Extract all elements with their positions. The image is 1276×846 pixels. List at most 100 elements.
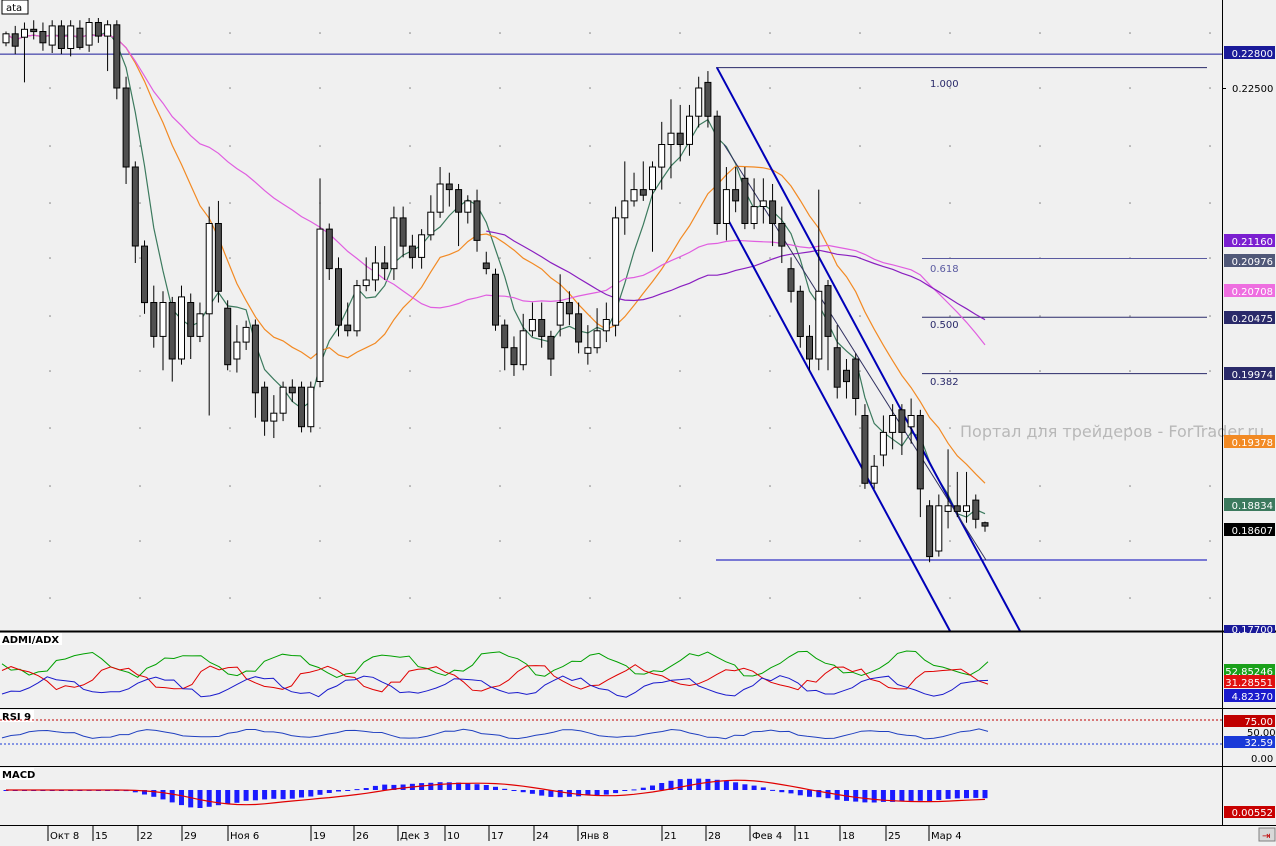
grid-dot [589, 145, 591, 147]
macd-bar [751, 785, 757, 790]
grid-dot [1039, 315, 1041, 317]
time-label: Фев 4 [752, 831, 782, 842]
time-label: Мар 4 [931, 831, 962, 842]
macd-tag-bg [1224, 806, 1275, 818]
macd-bar [576, 790, 582, 797]
grid-dot [409, 540, 411, 542]
dmi-plus-line [1, 650, 989, 679]
macd-bar [779, 790, 785, 793]
price-axis[interactable]: 0.22500 0.22800 0.21160 0.20976 0.20708 0.20… [1222, 46, 1275, 636]
grid-dot [679, 87, 681, 89]
candle-body [353, 285, 361, 332]
grid-dot [319, 32, 321, 34]
grid-dot [679, 427, 681, 429]
time-label: 15 [95, 831, 108, 842]
channel-upper-line [716, 67, 1021, 632]
price-tag-bg [1224, 435, 1275, 448]
rsi-level-50: 50.00 [1247, 728, 1276, 739]
candle-body [547, 335, 555, 360]
price-tag-bg [1224, 523, 1275, 536]
time-label: 25 [888, 831, 901, 842]
dmi-tag: 4.82370 [1232, 692, 1273, 703]
macd-bar [456, 782, 462, 790]
candle-body [418, 234, 426, 258]
candle-body [362, 279, 370, 287]
macd-bar [825, 790, 831, 799]
macd-bar [252, 790, 258, 801]
price-tag: 0.19974 [1232, 370, 1273, 381]
rsi-tag-bg [1224, 715, 1275, 727]
grid-dot [49, 540, 51, 542]
candle-body [455, 189, 463, 213]
candle-body [39, 31, 47, 44]
grid-dot [139, 145, 141, 147]
macd-bar [677, 779, 683, 790]
grid-dot [499, 315, 501, 317]
candle-body [224, 307, 232, 366]
grid-dot [49, 427, 51, 429]
candle-body [916, 415, 924, 490]
grid-dot [409, 145, 411, 147]
candle-body [335, 268, 342, 326]
grid-dot [859, 87, 861, 89]
candle-body [796, 290, 804, 337]
rsi-panel[interactable]: RSI 9 75.00 32.59 50.00 0.00 [0, 710, 1276, 765]
candle-body [445, 183, 453, 191]
grid-dot [859, 370, 861, 372]
candle-body [371, 262, 379, 281]
candle-body [806, 335, 813, 360]
grid-dot [769, 485, 771, 487]
fib-label-0500: 0.500 [930, 320, 959, 331]
grid-dot [949, 427, 951, 429]
grid-dot [589, 202, 591, 204]
grid-dot [1209, 145, 1211, 147]
macd-bar [372, 785, 378, 790]
grid-dot [1039, 145, 1041, 147]
scroll-right-button[interactable]: ⇥ [1258, 827, 1276, 842]
macd-bar [862, 790, 868, 803]
dmi-tag-bg [1224, 675, 1275, 688]
candle-body [593, 330, 601, 349]
candle-body [963, 505, 970, 512]
candle-body [556, 302, 564, 326]
grid-dot [769, 427, 771, 429]
time-axis[interactable]: Окт 8 15 22 29 Ноя 6 19 26 Дек 3 10 17 24 Янв 8 21 28… [47, 826, 962, 842]
candle-body [30, 28, 38, 33]
price-tag: 0.20475 [1232, 314, 1273, 325]
candle-body [21, 28, 28, 38]
candle-body [187, 302, 195, 337]
grid-dot [769, 597, 771, 599]
price-panel[interactable]: 1.000 0.618 0.500 0.382 Портал для трейд… [0, 0, 1264, 632]
rsi-tag: 32.59 [1244, 738, 1273, 749]
candle-body [732, 189, 740, 202]
grid-dot [589, 597, 591, 599]
candle-body [621, 200, 629, 219]
candle-body [519, 330, 527, 366]
grid-dot [1129, 370, 1131, 372]
candle-body [741, 177, 749, 225]
grid-dot [229, 485, 231, 487]
candle-body [510, 347, 518, 366]
adx-line [1, 675, 989, 698]
candle-body [76, 27, 84, 48]
macd-panel[interactable]: MACD 0.00552 [0, 768, 1275, 819]
candle-body [94, 22, 102, 37]
grid-dot [409, 87, 411, 89]
candle-body [787, 268, 795, 292]
grid-dot [679, 540, 681, 542]
candle-body [538, 319, 546, 337]
grid-dot [229, 597, 231, 599]
macd-bar [936, 790, 942, 800]
candle-body [131, 166, 139, 247]
candle-body [612, 217, 620, 326]
grid-dot [229, 202, 231, 204]
macd-bar [548, 790, 554, 797]
time-label: Окт 8 [50, 831, 79, 842]
grid-dot [499, 87, 501, 89]
candle-body [48, 25, 56, 46]
macd-bar [160, 790, 166, 800]
candle-body [769, 200, 777, 224]
